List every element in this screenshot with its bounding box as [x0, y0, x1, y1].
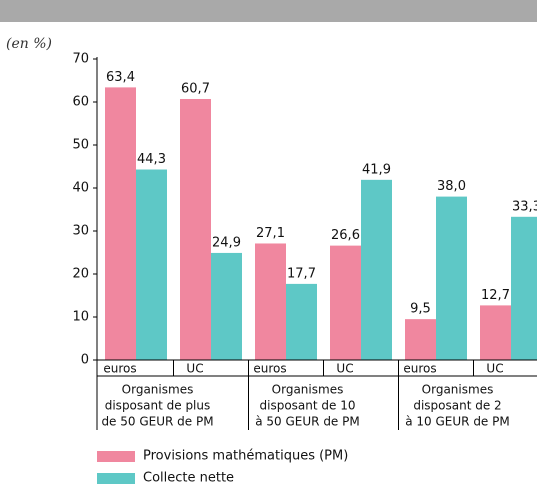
x-tick-label: euros	[253, 362, 286, 376]
bar	[211, 252, 242, 360]
y-tick-label: 10	[72, 310, 89, 325]
value-label: 38,0	[437, 179, 466, 194]
chart-subtitle: (en %)	[6, 36, 52, 52]
legend-swatch	[97, 473, 135, 484]
group-label: disposant de 2	[413, 399, 501, 413]
x-tick-label: euros	[403, 362, 436, 376]
bar	[136, 169, 167, 360]
bar	[436, 196, 467, 360]
y-tick-label: 50	[72, 138, 89, 153]
group-label: Organismes	[422, 383, 494, 397]
legend-label: Provisions mathématiques (PM)	[143, 449, 348, 464]
x-tick-label: euros	[103, 362, 136, 376]
y-tick-label: 70	[72, 52, 89, 67]
y-tick-label: 40	[72, 181, 89, 196]
y-tick-label: 0	[81, 353, 89, 368]
legend-swatch	[97, 451, 135, 462]
bar	[255, 243, 286, 360]
bar	[405, 319, 436, 360]
group-label: disposant de plus	[105, 399, 211, 413]
bar	[480, 305, 511, 360]
value-label: 12,7	[481, 288, 510, 303]
y-tick-label: 30	[72, 224, 89, 239]
value-label: 9,5	[410, 302, 431, 317]
x-tick-label: UC	[186, 362, 203, 376]
value-label: 33,3	[512, 199, 537, 214]
header-band	[0, 0, 537, 22]
bar	[330, 245, 361, 360]
value-label: 26,6	[331, 228, 360, 243]
group-label: disposant de 10	[260, 399, 356, 413]
group-label: à 50 GEUR de PM	[255, 415, 359, 429]
x-tick-label: UC	[336, 362, 353, 376]
legend-label: Collecte nette	[143, 471, 234, 486]
value-label: 24,9	[212, 235, 241, 250]
y-tick-label: 60	[72, 95, 89, 110]
bar	[511, 216, 537, 360]
group-label: à 10 GEUR de PM	[405, 415, 509, 429]
value-label: 41,9	[362, 162, 391, 177]
value-label: 60,7	[181, 81, 210, 96]
y-tick-label: 20	[72, 267, 89, 282]
group-label: Organismes	[122, 383, 194, 397]
group-label: Organismes	[272, 383, 344, 397]
bar	[286, 283, 317, 360]
bar	[361, 179, 392, 360]
value-label: 63,4	[106, 70, 135, 85]
group-label: de 50 GEUR de PM	[101, 415, 213, 429]
value-label: 17,7	[287, 266, 316, 281]
bar	[180, 98, 211, 361]
bar	[105, 87, 136, 360]
x-tick-label: UC	[486, 362, 503, 376]
value-label: 44,3	[137, 152, 166, 167]
value-label: 27,1	[256, 226, 285, 241]
